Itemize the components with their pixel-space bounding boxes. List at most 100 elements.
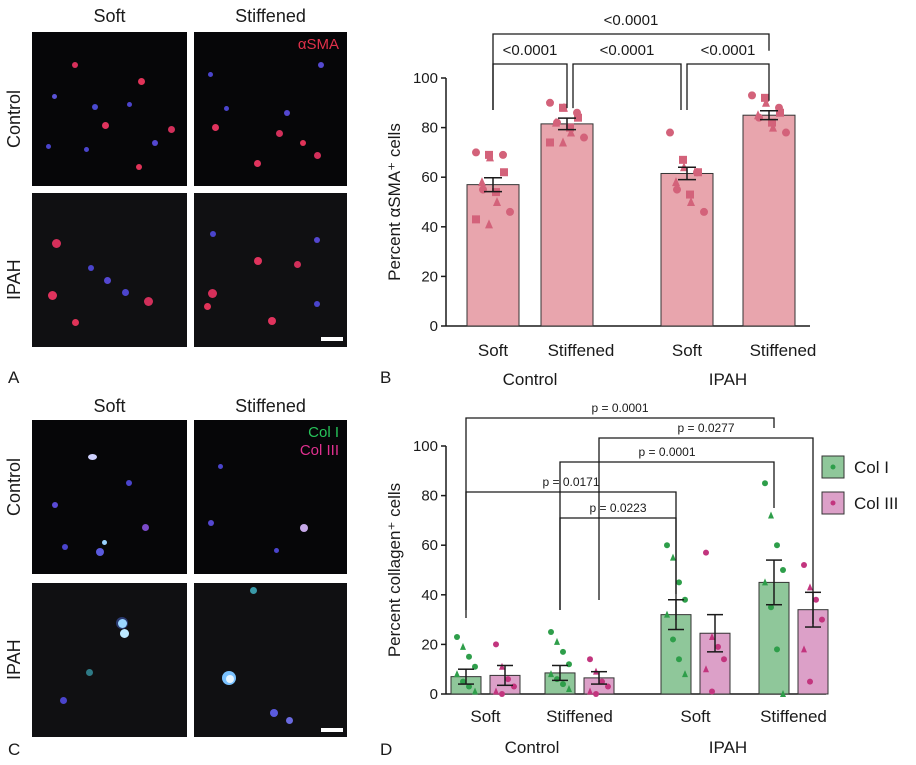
y-tick-label: 40	[421, 587, 438, 604]
x-tick-label: Stiffened	[750, 341, 817, 360]
micrograph-a-control-soft	[32, 32, 187, 186]
significance-bracket	[559, 517, 677, 620]
panel-c-col-stiffened: Stiffened	[235, 396, 306, 416]
data-point	[687, 197, 695, 206]
data-point	[567, 127, 575, 137]
data-point	[709, 632, 715, 640]
p-value-label: <0.0001	[701, 42, 756, 59]
data-point	[454, 633, 460, 640]
data-point	[801, 645, 807, 653]
data-point	[768, 511, 774, 519]
data-point	[566, 685, 572, 693]
stain-label-col-i: Col I	[308, 424, 339, 441]
chart-b: 0 20 40 60 80 100 Percent αSMA⁺ cells Soft Stiff…	[385, 12, 817, 389]
x-tick-label: Stiffened	[548, 341, 615, 360]
x-group-label: Control	[505, 738, 560, 757]
data-point	[472, 148, 480, 157]
x-tick-label: Soft	[478, 341, 509, 360]
x-tick-label: Soft	[672, 341, 703, 360]
data-point	[472, 687, 478, 695]
data-point	[548, 629, 554, 635]
data-point	[548, 670, 554, 678]
data-point	[721, 656, 727, 663]
data-point	[761, 93, 769, 102]
data-point	[454, 670, 460, 678]
x-group-label: Control	[503, 370, 558, 389]
panel-letter-b: B	[380, 368, 392, 387]
p-value-label: p = 0.0001	[638, 445, 695, 459]
data-point	[807, 583, 813, 591]
panel-letter-a: A	[8, 368, 20, 387]
y-tick-label: 100	[413, 70, 438, 87]
micrograph-a-control-stiffened: αSMA	[194, 32, 347, 186]
data-point	[748, 91, 756, 100]
y-tick-label: 0	[430, 318, 438, 335]
data-point	[479, 185, 487, 194]
data-point	[599, 678, 605, 685]
scale-bar	[321, 728, 343, 732]
p-value-label: p = 0.0277	[677, 421, 734, 435]
chart-d: 0 20 40 60 80 100 Percent collagen⁺ cells Soft S…	[385, 401, 898, 757]
p-value-label: <0.0001	[503, 42, 558, 59]
y-tick-label: 20	[421, 636, 438, 653]
data-point	[466, 683, 472, 690]
y-axis-label: Percent αSMA⁺ cells	[385, 123, 404, 281]
p-value-label: <0.0001	[600, 42, 655, 59]
panel-c-row-control: Control	[4, 457, 24, 516]
bar	[466, 184, 520, 327]
significance-bracket	[492, 33, 770, 110]
data-point	[472, 663, 478, 670]
data-point	[506, 207, 514, 216]
significance-bracket	[598, 437, 814, 624]
data-point	[500, 168, 508, 177]
panel-a-row-control: Control	[4, 89, 24, 148]
legend-label: Col I	[854, 458, 889, 477]
x-group-label: IPAH	[709, 738, 747, 757]
y-tick-label: 60	[421, 169, 438, 186]
data-point	[587, 687, 593, 695]
data-point	[813, 596, 819, 603]
micrograph-c-control-stiffened: Col I Col III	[194, 420, 347, 574]
p-value-label: p = 0.0223	[589, 501, 646, 515]
data-point	[664, 542, 670, 549]
data-point	[554, 637, 560, 645]
y-tick-label: 0	[430, 686, 438, 703]
scale-bar	[321, 337, 343, 341]
data-point	[807, 678, 813, 685]
legend-marker	[830, 464, 836, 470]
data-point	[554, 676, 560, 683]
data-point	[703, 665, 709, 673]
y-tick-label: 40	[421, 219, 438, 236]
micrograph-c-ipah-soft	[32, 583, 187, 737]
data-point	[679, 155, 687, 164]
panel-c-row-ipah: IPAH	[4, 639, 24, 680]
data-point	[499, 691, 505, 697]
stain-label-asma: αSMA	[297, 36, 339, 53]
data-point	[593, 691, 599, 697]
data-point	[499, 150, 507, 159]
data-point	[485, 219, 493, 229]
data-point	[686, 190, 694, 199]
data-point	[546, 98, 554, 107]
data-point	[546, 138, 554, 147]
x-tick-label: Stiffened	[760, 707, 827, 726]
panel-a-row-ipah: IPAH	[4, 259, 24, 300]
data-point	[715, 643, 721, 650]
data-point	[819, 616, 825, 623]
significance-bracket	[492, 63, 568, 110]
data-point	[673, 185, 681, 194]
data-point	[774, 646, 780, 653]
x-group-label: IPAH	[709, 370, 747, 389]
bar	[660, 172, 714, 327]
data-point	[776, 108, 784, 117]
data-point	[780, 690, 786, 697]
y-tick-label: 80	[421, 120, 438, 137]
bar	[742, 114, 796, 327]
data-point	[580, 133, 588, 142]
data-point	[670, 636, 676, 643]
p-value-label: <0.0001	[604, 12, 659, 29]
data-point	[472, 215, 480, 224]
data-point	[768, 604, 774, 611]
micrograph-a-ipah-stiffened	[194, 193, 347, 347]
data-point	[682, 670, 688, 678]
